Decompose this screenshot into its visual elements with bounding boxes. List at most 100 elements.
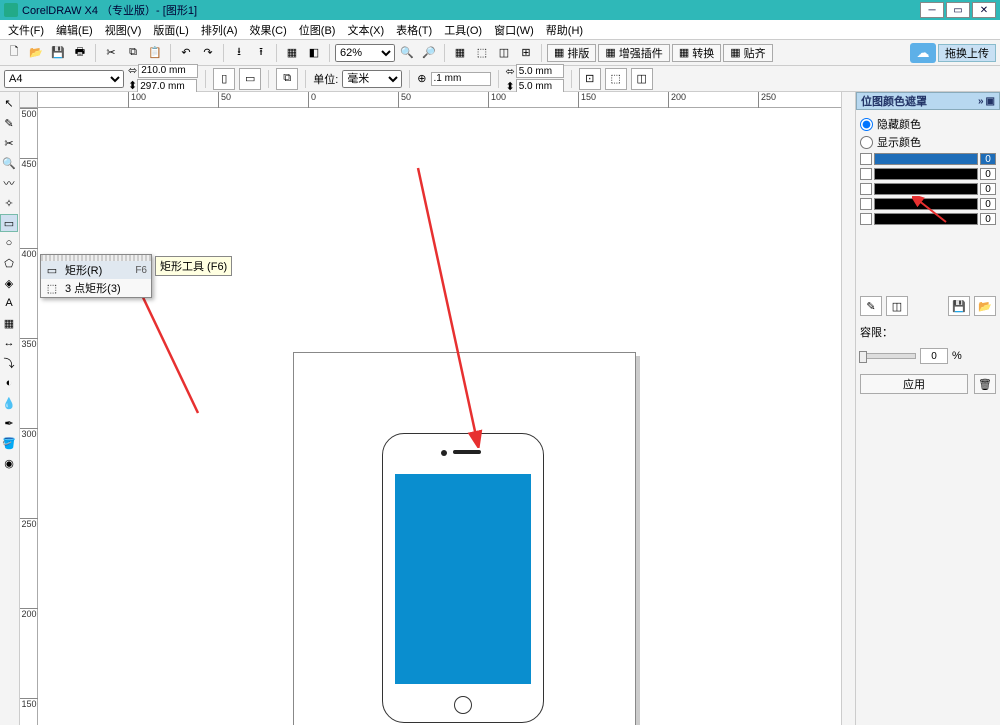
crop-tool[interactable]: ✂ <box>0 134 18 152</box>
menu-view[interactable]: 视图(V) <box>103 20 144 40</box>
options1-button[interactable]: ⊡ <box>579 68 601 90</box>
menu-text[interactable]: 文本(X) <box>345 20 386 40</box>
welcome-icon[interactable]: ◧ <box>304 43 324 63</box>
snap2-icon[interactable]: ⬚ <box>472 43 492 63</box>
text-tool[interactable]: A <box>0 294 18 312</box>
menu-arrange[interactable]: 排列(A) <box>199 20 240 40</box>
zoom-in-icon[interactable]: 🔍 <box>397 43 417 63</box>
page-width-input[interactable] <box>138 64 198 78</box>
zoom-out-icon[interactable]: 🔎 <box>419 43 439 63</box>
eyedropper-button[interactable]: ✎ <box>860 296 882 316</box>
minimize-button[interactable]: ─ <box>920 2 944 18</box>
fill-tool[interactable]: 🪣 <box>0 434 18 452</box>
color-row-checkbox[interactable] <box>860 198 872 210</box>
close-button[interactable]: ✕ <box>972 2 996 18</box>
color-row-checkbox[interactable] <box>860 153 872 165</box>
zoom-select[interactable]: 62% <box>335 44 395 62</box>
menu-tools[interactable]: 工具(O) <box>442 20 484 40</box>
hide-colors-radio[interactable]: 隐藏颜色 <box>860 116 996 132</box>
redo-icon[interactable]: ↷ <box>198 43 218 63</box>
shape-tool[interactable]: ✎ <box>0 114 18 132</box>
menu-table[interactable]: 表格(T) <box>394 20 434 40</box>
color-row-checkbox[interactable] <box>860 168 872 180</box>
rectangle-tool[interactable]: ▭ <box>0 214 18 232</box>
dup-x-input[interactable] <box>516 64 564 78</box>
portrait-button[interactable]: ▯ <box>213 68 235 90</box>
tolerance-slider[interactable] <box>860 353 916 359</box>
copy-icon[interactable]: ⧉ <box>123 43 143 63</box>
interactive-fill-tool[interactable]: ◉ <box>0 454 18 472</box>
dup-y-input[interactable] <box>516 79 564 93</box>
maximize-button[interactable]: ▭ <box>946 2 970 18</box>
table-tool[interactable]: ▦ <box>0 314 18 332</box>
print-icon[interactable]: 🖶 <box>70 43 90 63</box>
menu-layout[interactable]: 版面(L) <box>151 20 190 40</box>
dimension-tool[interactable]: ↔ <box>0 334 18 352</box>
connector-tool[interactable]: ⤵ <box>0 354 18 372</box>
flyout-item[interactable]: ▭矩形(R)F6 <box>41 261 151 279</box>
docker-expand-icon[interactable]: » <box>978 96 984 107</box>
cut-icon[interactable]: ✂ <box>101 43 121 63</box>
color-palette[interactable] <box>841 92 855 725</box>
tolerance-input[interactable] <box>920 348 948 364</box>
outline-tool[interactable]: ✒ <box>0 414 18 432</box>
options3-button[interactable]: ◫ <box>631 68 653 90</box>
paper-size-select[interactable]: A4 <box>4 70 124 88</box>
menu-help[interactable]: 帮助(H) <box>544 20 585 40</box>
cloud-icon[interactable]: ☁ <box>910 43 936 63</box>
menu-effects[interactable]: 效果(C) <box>248 20 289 40</box>
layout-button[interactable]: ▦排版 <box>547 44 596 62</box>
snap4-icon[interactable]: ⊞ <box>516 43 536 63</box>
options2-button[interactable]: ⬚ <box>605 68 627 90</box>
edit-color-button[interactable]: ◫ <box>886 296 908 316</box>
ruler-corner[interactable] <box>20 92 38 108</box>
all-pages-button[interactable]: ⧉ <box>276 68 298 90</box>
upload-button[interactable]: 拖换上传 <box>938 44 996 62</box>
pick-tool[interactable]: ↖ <box>0 94 18 112</box>
docker-title[interactable]: 位图颜色遮罩 »▣ <box>856 92 1000 110</box>
open-icon[interactable]: 📂 <box>26 43 46 63</box>
delete-button[interactable]: 🗑 <box>974 374 996 394</box>
save-icon[interactable]: 💾 <box>48 43 68 63</box>
smart-tool[interactable]: ✧ <box>0 194 18 212</box>
menu-edit[interactable]: 编辑(E) <box>54 20 95 40</box>
export-icon[interactable]: ⭱ <box>251 43 271 63</box>
menu-file[interactable]: 文件(F) <box>6 20 46 40</box>
convert-button[interactable]: ▦转换 <box>672 44 721 62</box>
vertical-ruler[interactable]: 500450400350300250200150100 <box>20 108 38 725</box>
flyout-item[interactable]: ⬚3 点矩形(3) <box>41 279 151 297</box>
menu-bitmap[interactable]: 位图(B) <box>297 20 338 40</box>
color-row[interactable]: 0 <box>860 182 996 196</box>
nudge-input[interactable] <box>431 72 491 86</box>
snap3-icon[interactable]: ◫ <box>494 43 514 63</box>
color-row-checkbox[interactable] <box>860 183 872 195</box>
color-row[interactable]: 0 <box>860 152 996 166</box>
open-mask-button[interactable]: 📂 <box>974 296 996 316</box>
color-row[interactable]: 0 <box>860 167 996 181</box>
enhance-button[interactable]: ▦增强插件 <box>598 44 669 62</box>
save-mask-button[interactable]: 💾 <box>948 296 970 316</box>
ellipse-tool[interactable]: ○ <box>0 234 18 252</box>
snap-icon[interactable]: ▦ <box>450 43 470 63</box>
freehand-tool[interactable]: 〰 <box>0 174 18 192</box>
app-launcher-icon[interactable]: ▦ <box>282 43 302 63</box>
landscape-button[interactable]: ▭ <box>239 68 261 90</box>
import-icon[interactable]: ⭳ <box>229 43 249 63</box>
docker-close-icon[interactable]: ▣ <box>986 96 995 107</box>
zoom-tool[interactable]: 🔍 <box>0 154 18 172</box>
eyedropper-tool[interactable]: 💧 <box>0 394 18 412</box>
basic-shape-tool[interactable]: ◈ <box>0 274 18 292</box>
menu-window[interactable]: 窗口(W) <box>492 20 536 40</box>
color-swatch[interactable] <box>874 153 978 165</box>
color-swatch[interactable] <box>874 168 978 180</box>
undo-icon[interactable]: ↶ <box>176 43 196 63</box>
color-swatch[interactable] <box>874 183 978 195</box>
color-row-checkbox[interactable] <box>860 213 872 225</box>
paste-icon[interactable]: 📋 <box>145 43 165 63</box>
unit-select[interactable]: 毫米 <box>342 70 402 88</box>
show-colors-radio[interactable]: 显示颜色 <box>860 134 996 150</box>
apply-button[interactable]: 应用 <box>860 374 968 394</box>
snap-button[interactable]: ▦贴齐 <box>723 44 772 62</box>
interactive-tool[interactable]: ◐ <box>0 374 18 392</box>
new-icon[interactable]: 🗋 <box>4 43 24 63</box>
